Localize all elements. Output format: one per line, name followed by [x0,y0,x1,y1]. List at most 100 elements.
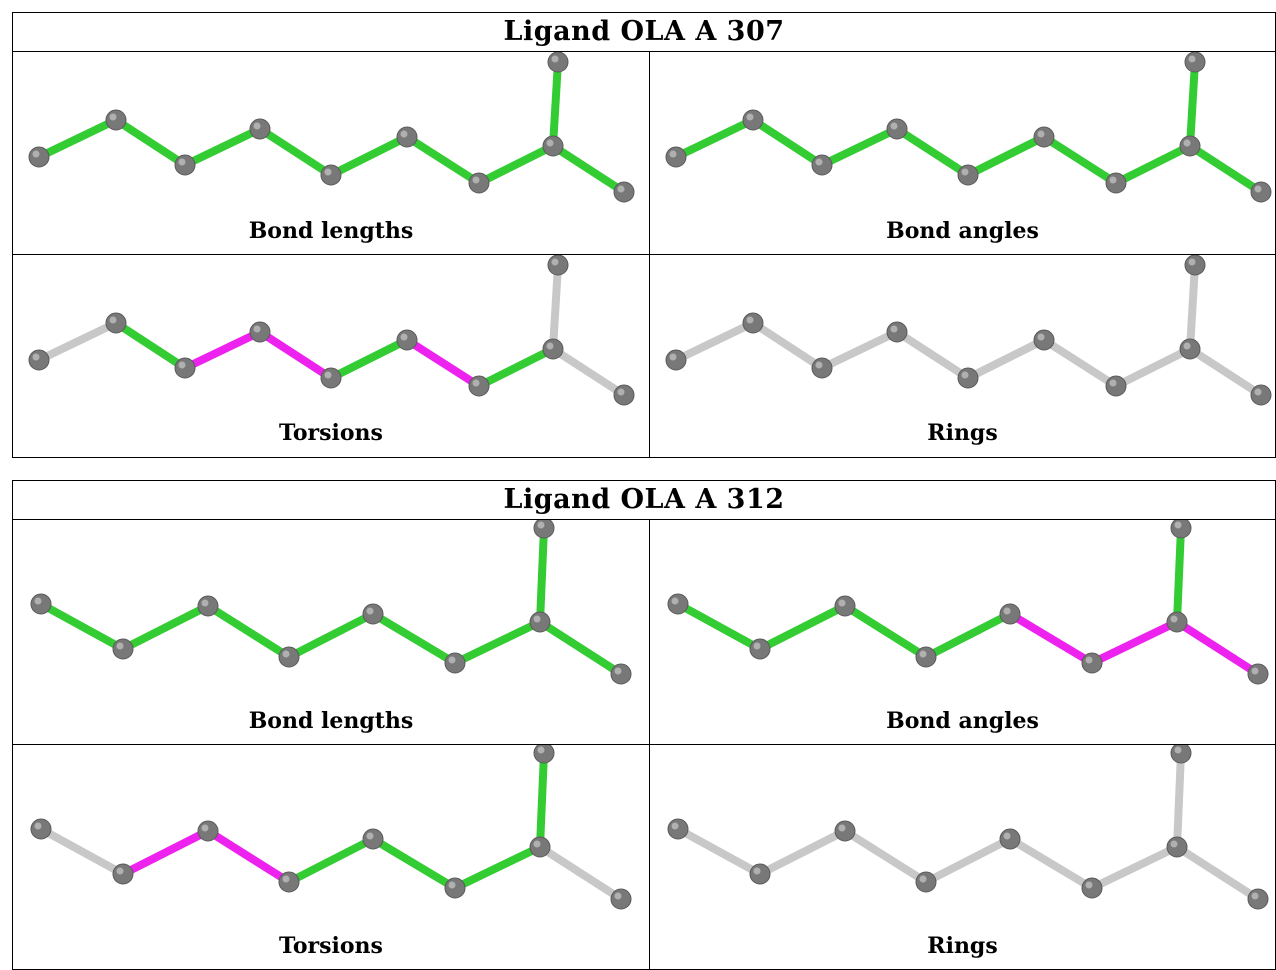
atom-highlight [366,607,374,615]
bond-neutral [1186,345,1265,399]
bond-ok [369,835,459,892]
atom-highlight [282,875,290,883]
panel-caption: Bond angles [886,708,1039,734]
bond-ok [1186,142,1265,196]
atom-highlight [201,824,209,832]
atom [610,663,632,685]
atom [30,593,52,615]
atom [915,871,937,893]
bond-neutral [964,336,1048,382]
bond-neutral [1186,261,1199,353]
panel-rings: Rings [650,745,1275,970]
atom [249,321,271,343]
molecule-view [667,745,1269,910]
atom [362,603,384,625]
atom [811,154,833,176]
atom-highlight [961,168,969,176]
atom-highlight [178,361,186,369]
atom [105,312,127,334]
atom [1179,135,1201,157]
bond-outlier [119,827,212,878]
bond-ok [922,610,1014,661]
bond-neutral [818,328,901,372]
atom [834,820,856,842]
bond-ok [451,843,544,892]
ligand-block-1: Ligand OLA A 307 Bond lengths Bond angle… [12,12,1276,458]
atom [1179,338,1201,360]
atom-highlight [1183,139,1191,147]
atom [28,146,50,168]
molecule-view [665,255,1272,406]
bond-ok [749,116,826,169]
atom-highlight [1003,832,1011,840]
atom [174,154,196,176]
atom [957,367,979,389]
atom [610,888,632,910]
atom-highlight [1188,258,1196,266]
bond-outlier [1006,610,1096,667]
molecule-view [30,520,632,685]
atom [396,126,418,148]
atom [1081,652,1103,674]
atom [105,109,127,131]
atom-highlight [746,113,754,121]
panel-torsions: Torsions [13,745,650,970]
bond-neutral [549,261,562,353]
atom [197,595,219,617]
atom-highlight [746,316,754,324]
atom-highlight [1251,667,1259,675]
atom-highlight [1037,130,1045,138]
atom [533,745,555,764]
bond-ok [1186,58,1199,150]
atom-highlight [671,597,679,605]
atom-highlight [32,353,40,361]
atom-highlight [1254,185,1262,193]
bond-ok [672,116,757,161]
bond-ok [756,602,849,653]
atom [957,164,979,186]
bond-ok [256,125,335,179]
atom-highlight [838,599,846,607]
atom-highlight [546,342,554,350]
bond-ok [1173,524,1185,626]
atom [112,638,134,660]
panel-bond-angles: Bond angles [650,52,1275,255]
bond-neutral [749,319,826,372]
bond-neutral [893,328,972,382]
atom-highlight [919,650,927,658]
atom-highlight [1251,892,1259,900]
molecule-view [665,52,1272,203]
panel-caption: Bond angles [886,218,1039,244]
atom [665,146,687,168]
atom-highlight [400,333,408,341]
atom [444,652,466,674]
atom-highlight [324,371,332,379]
panel-caption: Bond lengths [248,218,414,244]
ligand-block-2: Ligand OLA A 312 Bond lengths Bond angle… [12,480,1276,970]
atom-highlight [1109,176,1117,184]
bond-ok [37,600,127,653]
atom-highlight [116,642,124,650]
molecule-view [28,255,635,406]
bond-ok [119,602,212,653]
bond-ok [327,336,411,382]
atom-highlight [890,325,898,333]
atom-highlight [753,642,761,650]
atom-highlight [34,597,42,605]
bond-ok [1112,142,1194,187]
bond-neutral [756,827,849,878]
bond-neutral [35,319,120,364]
atom [1033,126,1055,148]
atom-highlight [1183,342,1191,350]
bond-ok [369,610,459,667]
atom [320,164,342,186]
atom-highlight [551,55,559,63]
atom [249,118,271,140]
bond-outlier [1173,618,1262,678]
bond-ok [112,319,189,372]
atom-highlight [1170,615,1178,623]
atom-highlight [201,599,209,607]
atom [742,312,764,334]
atom-highlight [448,656,456,664]
bond-outlier [204,827,293,886]
